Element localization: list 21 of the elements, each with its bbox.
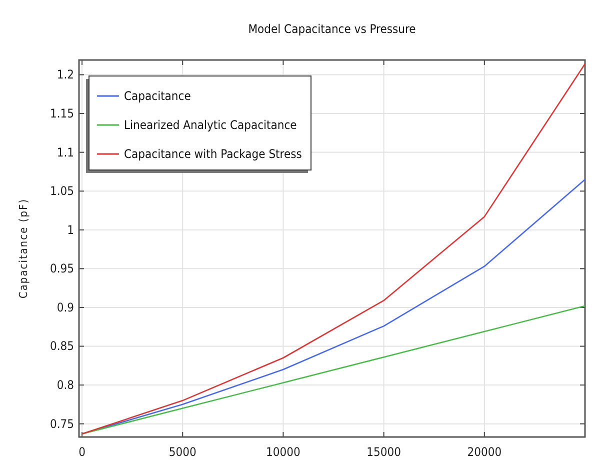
y-tick-label: 1.1 bbox=[56, 145, 74, 160]
line-series bbox=[81, 63, 586, 435]
x-tick-label: 15000 bbox=[366, 445, 402, 459]
y-tick-label: 1.15 bbox=[50, 106, 74, 121]
x-tick-label: 5000 bbox=[168, 445, 196, 459]
chart-title: Model Capacitance vs Pressure bbox=[248, 22, 416, 36]
y-tick-label: 1.2 bbox=[56, 68, 74, 82]
legend-label: Linearized Analytic Capacitance bbox=[124, 118, 298, 132]
y-tick-label: 0.85 bbox=[50, 339, 74, 354]
y-tick-label: 1.05 bbox=[50, 184, 74, 198]
legend-label: Capacitance bbox=[124, 89, 192, 103]
y-tick-label: 0.9 bbox=[56, 300, 74, 314]
y-tick-label: 0.75 bbox=[50, 416, 74, 431]
x-tick-label: 20000 bbox=[467, 445, 502, 459]
y-tick-label: 0.95 bbox=[50, 262, 74, 276]
y-tick-label: 0.8 bbox=[56, 378, 74, 392]
y-tick-label: 1 bbox=[67, 222, 74, 237]
x-tick-label: 10000 bbox=[266, 445, 301, 459]
legend-label: Capacitance with Package Stress bbox=[124, 147, 302, 161]
y-axis-title: Capacitance (pF) bbox=[17, 198, 30, 299]
x-tick-label: 0 bbox=[78, 445, 86, 459]
